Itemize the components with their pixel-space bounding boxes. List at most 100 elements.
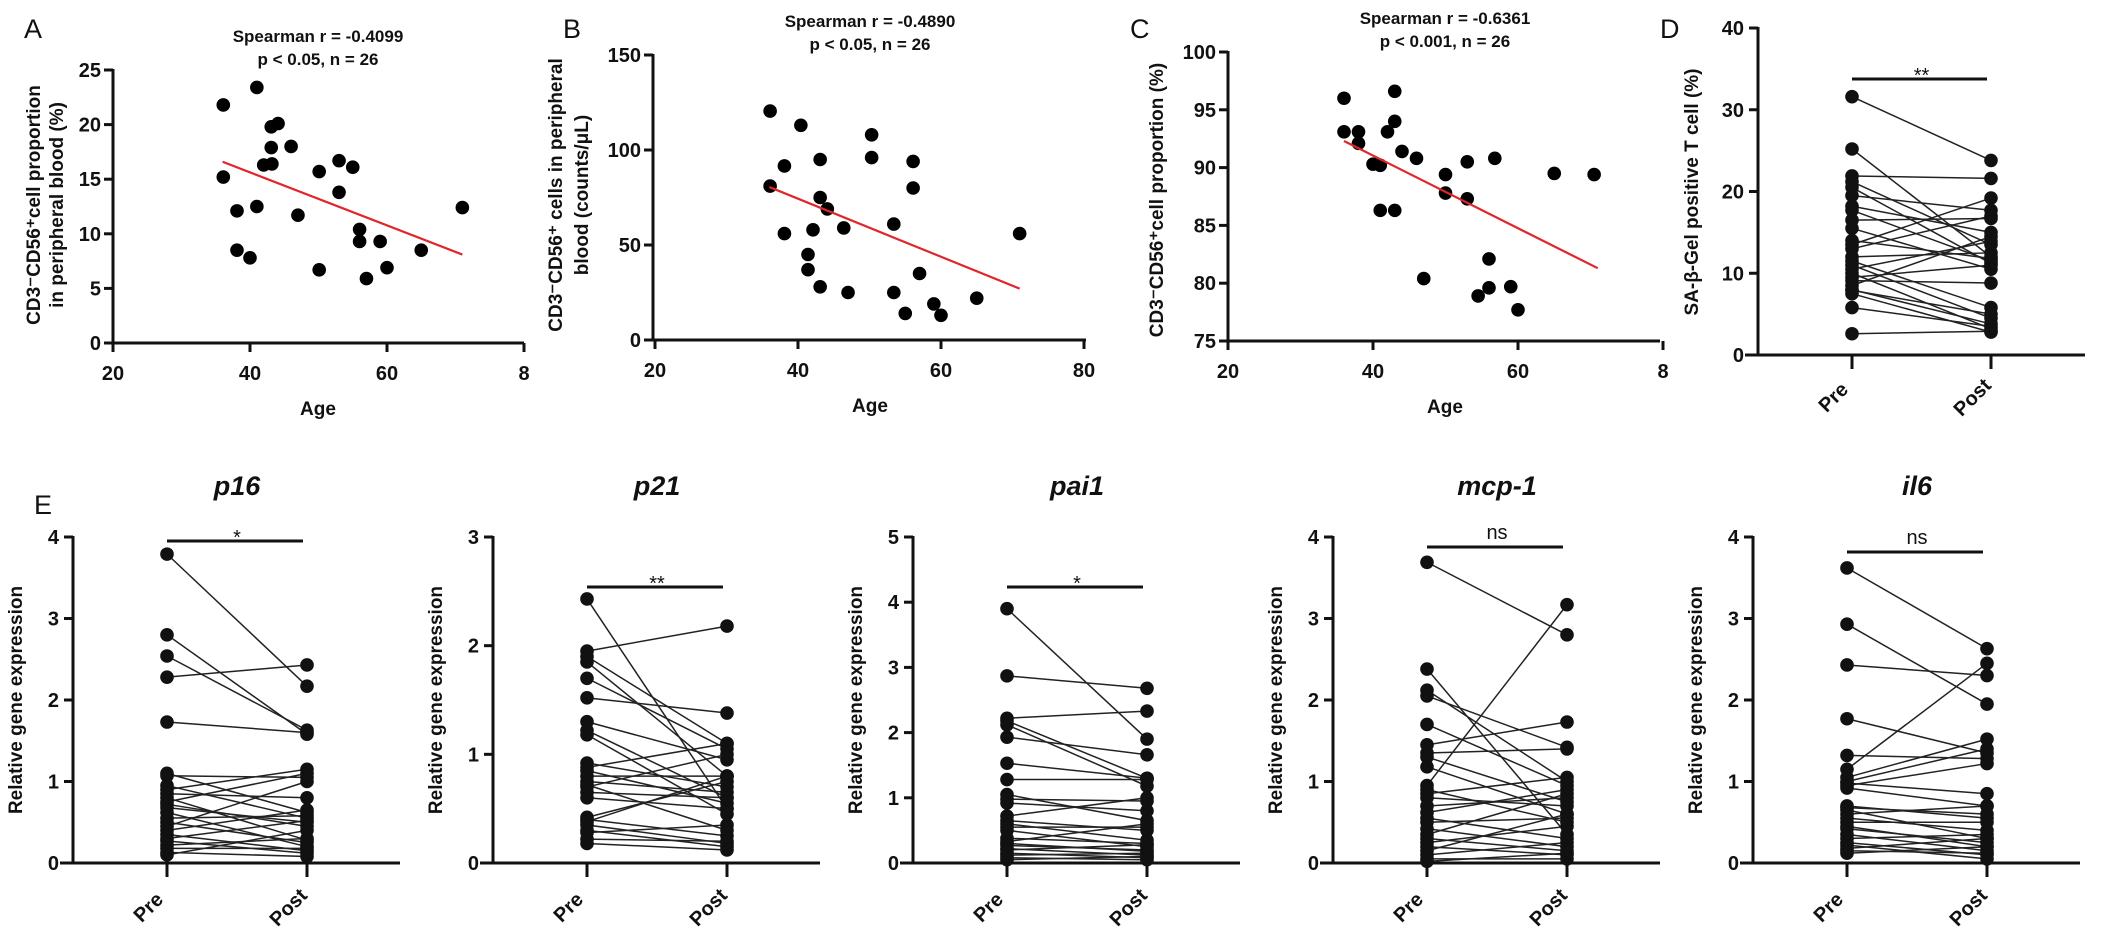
- pair-line: [586, 775, 728, 823]
- pair-line: [1851, 240, 1992, 270]
- y-tick-label: 2: [48, 690, 59, 712]
- data-point: [841, 285, 855, 300]
- pair-line: [166, 840, 308, 854]
- pair-line: [1846, 762, 1988, 787]
- pair-line: [166, 553, 308, 687]
- y-tick-label: 2: [888, 723, 899, 745]
- post-point: [1140, 791, 1154, 805]
- pair-line: [1846, 662, 1988, 770]
- post-point: [1560, 715, 1574, 729]
- pair-line: [1851, 197, 1992, 246]
- data-point: [887, 217, 901, 231]
- pair-line: [1426, 748, 1568, 754]
- stat-annotation: Spearman r = -0.4890: [785, 12, 956, 31]
- pre-point: [1840, 561, 1854, 575]
- data-point: [1395, 144, 1409, 159]
- post-point: [720, 706, 734, 720]
- pre-point: [160, 547, 174, 561]
- pair-line: [586, 824, 728, 834]
- post-point: [1980, 815, 1994, 830]
- post-point: [720, 791, 734, 805]
- data-point: [864, 128, 879, 142]
- data-point: [1503, 279, 1518, 294]
- pair-line: [586, 818, 728, 837]
- pre-point: [1845, 221, 1859, 236]
- pair-line: [586, 780, 728, 794]
- post-point: [1560, 819, 1574, 834]
- pre-point: [160, 768, 174, 783]
- data-point: [230, 243, 244, 257]
- pair-line: [1426, 825, 1568, 844]
- pair-line: [1851, 227, 1992, 270]
- data-point: [1337, 124, 1351, 139]
- pair-line: [586, 753, 728, 788]
- y-tick-label: 4: [1728, 527, 1740, 549]
- data-point: [906, 154, 920, 169]
- data-point: [1409, 151, 1424, 166]
- post-point: [1140, 817, 1154, 831]
- y-tick-label: 25: [79, 60, 101, 82]
- pair-line: [1426, 604, 1568, 787]
- post-point: [1980, 732, 1994, 746]
- y-tick-label: 2: [1728, 690, 1739, 712]
- x-tick-label-post: Post: [1106, 884, 1152, 930]
- pair-line: [1846, 664, 1988, 677]
- data-point: [813, 280, 827, 294]
- panel-label-a: A: [24, 14, 42, 44]
- x-tick-label-pre: Pre: [1815, 379, 1853, 417]
- y-axis-title: SA-β-Gel positive T cell (%): [1682, 68, 1703, 315]
- pair-line: [1006, 819, 1148, 832]
- pair-line: [1846, 837, 1988, 850]
- post-point: [1560, 835, 1574, 850]
- y-tick-label: 0: [1308, 853, 1319, 875]
- y-tick-label: 0: [630, 330, 641, 352]
- pair-line: [1426, 852, 1568, 863]
- pair-line: [1846, 782, 1988, 795]
- data-point: [352, 234, 367, 249]
- pair-line: [1006, 843, 1148, 851]
- pair-line: [1006, 724, 1148, 787]
- significance-label: ns: [1486, 522, 1507, 544]
- y-tick-label: 0: [90, 333, 101, 355]
- pre-point: [160, 649, 174, 663]
- pair-line: [586, 677, 728, 750]
- pair-line: [586, 791, 728, 799]
- data-point: [806, 223, 820, 237]
- data-point: [1387, 84, 1402, 99]
- pair-line: [586, 721, 728, 761]
- post-point: [720, 619, 734, 633]
- x-tick-label-pre: Pre: [1810, 889, 1848, 927]
- pre-point: [1845, 142, 1859, 156]
- post-point: [1560, 628, 1574, 642]
- regression-line: [222, 160, 463, 256]
- y-tick-label: 95: [1194, 100, 1216, 122]
- stat-annotation: p < 0.05, n = 26: [258, 50, 379, 69]
- pair-line: [1006, 855, 1148, 861]
- pair-line: [1846, 567, 1988, 650]
- pair-line: [1426, 788, 1568, 823]
- data-point: [216, 98, 231, 112]
- pair-line: [1846, 817, 1988, 832]
- pair-line: [1846, 748, 1988, 783]
- pre-point: [1000, 796, 1014, 810]
- data-point: [1012, 226, 1027, 241]
- x-tick-label: 60: [376, 363, 398, 385]
- y-tick-label: 1: [1308, 772, 1319, 794]
- y-tick-label: 90: [1194, 158, 1216, 180]
- pair-line: [166, 721, 308, 734]
- y-tick-label: 50: [619, 235, 641, 257]
- pre-point: [1000, 601, 1014, 616]
- gene-title: il6: [1902, 471, 1933, 501]
- pair-line: [1426, 845, 1568, 856]
- pair-line: [1851, 175, 1992, 180]
- pair-line: [166, 664, 308, 678]
- post-point: [720, 736, 734, 751]
- pre-point: [1840, 617, 1854, 632]
- data-point: [927, 297, 941, 311]
- pair-line: [1006, 852, 1148, 856]
- y-axis-title: Relative gene expression: [846, 586, 867, 814]
- y-axis-title: Relative gene expression: [426, 586, 447, 814]
- pre-point: [1000, 717, 1014, 732]
- y-tick-label: 85: [1194, 215, 1216, 237]
- post-point: [720, 843, 734, 857]
